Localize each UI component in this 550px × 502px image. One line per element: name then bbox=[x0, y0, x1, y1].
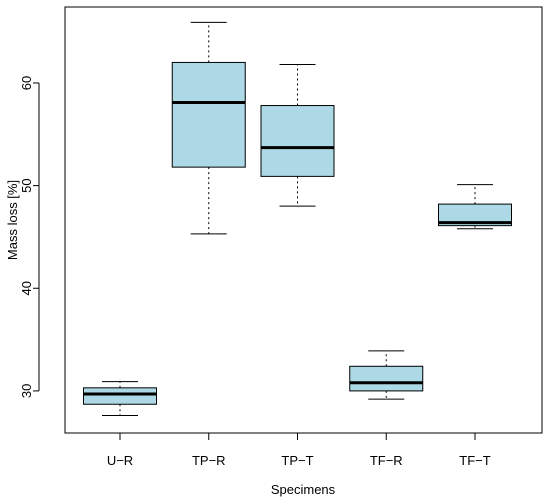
y-axis-title: Mass loss [%] bbox=[5, 180, 20, 260]
x-tick-label: U−R bbox=[107, 453, 133, 468]
box-2 bbox=[171, 21, 246, 235]
iqr-box bbox=[260, 105, 335, 177]
y-tick-label: 40 bbox=[19, 281, 34, 295]
x-axis: U−R TP−R TP−T TF−R TF−T bbox=[107, 432, 491, 468]
x-axis-title: Specimens bbox=[271, 482, 336, 497]
iqr-box bbox=[438, 203, 512, 227]
y-tick-label: 50 bbox=[19, 178, 34, 192]
x-tick-label: TP−T bbox=[281, 453, 313, 468]
y-tick-label: 30 bbox=[19, 384, 34, 398]
y-axis: 30 40 50 60 bbox=[19, 76, 40, 398]
iqr-box bbox=[349, 365, 424, 392]
iqr-box bbox=[83, 387, 157, 405]
box-4 bbox=[349, 350, 424, 400]
box-3 bbox=[260, 63, 335, 207]
box-5 bbox=[438, 184, 512, 230]
x-tick-label: TF−T bbox=[459, 453, 490, 468]
iqr-box bbox=[171, 61, 246, 168]
x-tick-label: TP−R bbox=[192, 453, 226, 468]
box-1 bbox=[83, 381, 157, 417]
boxes-layer bbox=[83, 21, 512, 417]
y-tick-label: 60 bbox=[19, 76, 34, 90]
x-tick-label: TF−R bbox=[370, 453, 403, 468]
